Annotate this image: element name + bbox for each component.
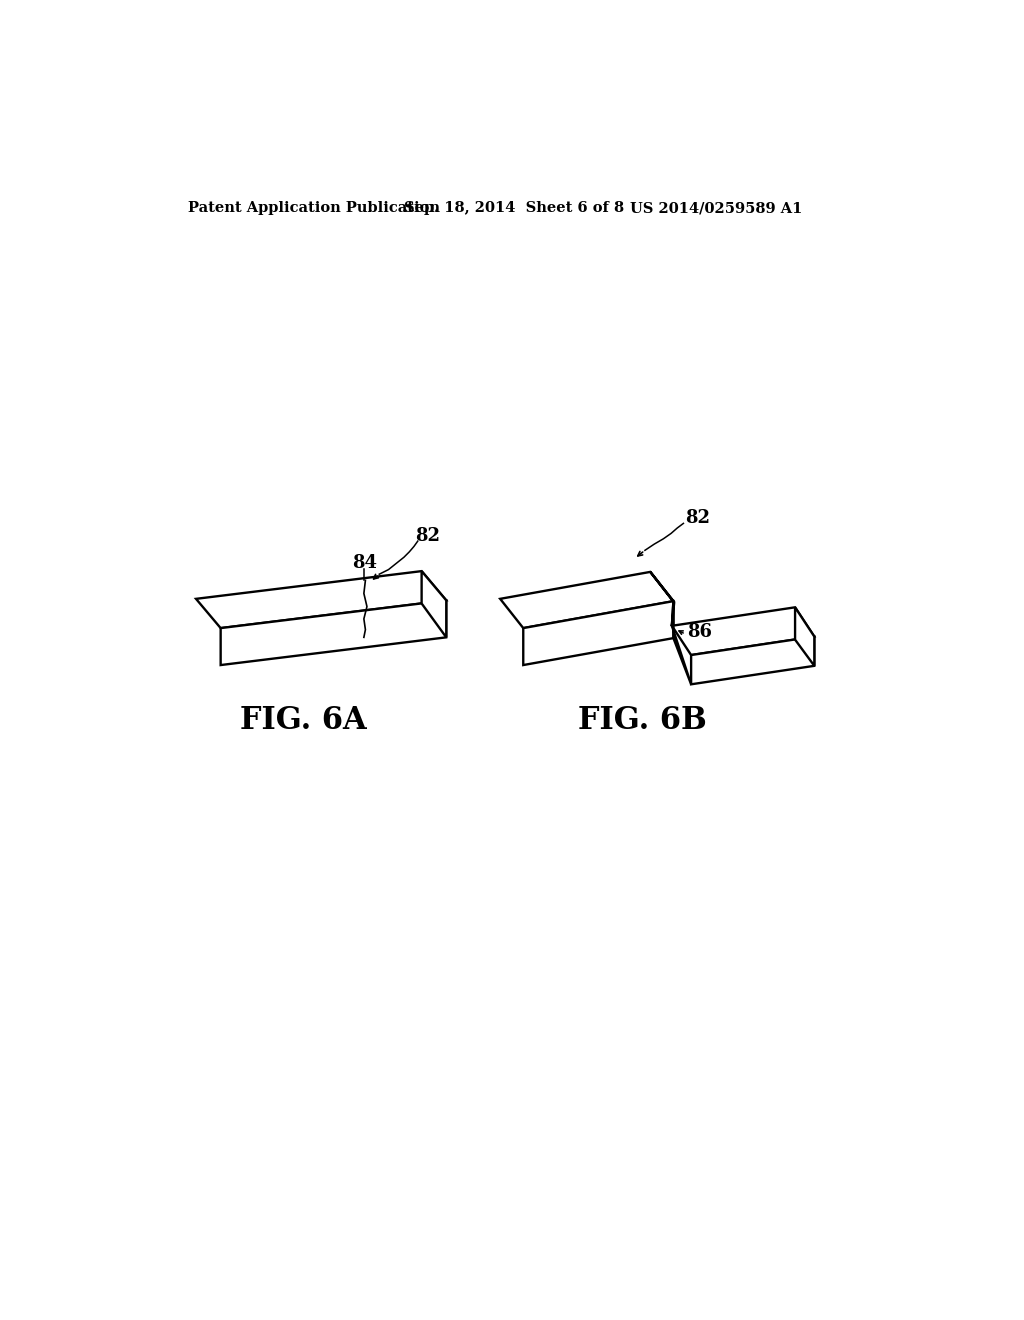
Text: 82: 82	[416, 527, 440, 545]
Text: FIG. 6B: FIG. 6B	[579, 705, 707, 737]
Polygon shape	[672, 607, 814, 655]
Polygon shape	[422, 572, 446, 638]
Polygon shape	[500, 572, 674, 628]
Text: 82: 82	[685, 510, 710, 527]
Polygon shape	[691, 636, 814, 684]
Text: 84: 84	[352, 553, 377, 572]
Polygon shape	[650, 572, 674, 626]
Polygon shape	[523, 601, 674, 665]
Polygon shape	[672, 601, 691, 684]
Text: 86: 86	[687, 623, 713, 642]
Text: US 2014/0259589 A1: US 2014/0259589 A1	[630, 202, 802, 215]
Polygon shape	[196, 572, 446, 628]
Text: Sep. 18, 2014  Sheet 6 of 8: Sep. 18, 2014 Sheet 6 of 8	[403, 202, 624, 215]
Polygon shape	[220, 601, 446, 665]
Text: Patent Application Publication: Patent Application Publication	[188, 202, 440, 215]
Polygon shape	[795, 607, 814, 665]
Text: FIG. 6A: FIG. 6A	[241, 705, 368, 737]
